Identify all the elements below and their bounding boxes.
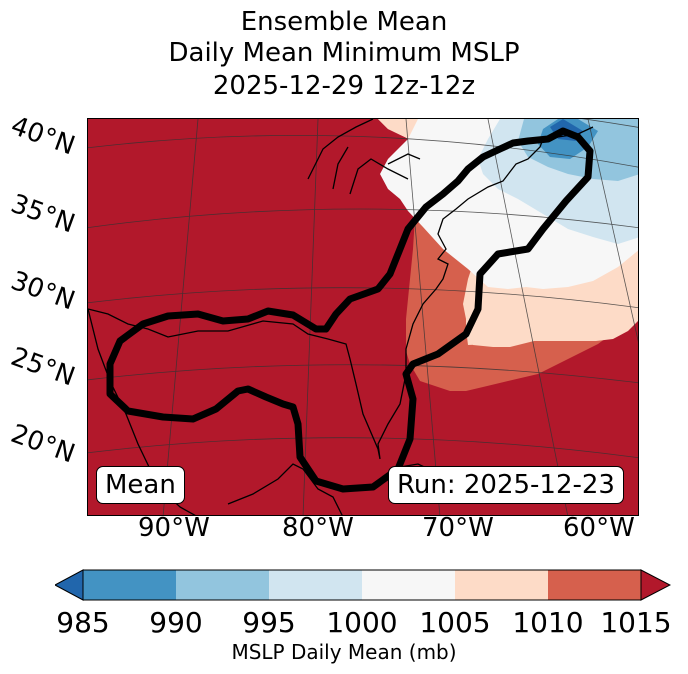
lon-label-90w: 90°W (138, 513, 210, 543)
colorbar-tick-1005: 1005 (419, 606, 491, 639)
colorbar (55, 569, 671, 601)
graticule (88, 119, 638, 515)
colorbar-extend-low (55, 569, 84, 601)
colorbar-label: MSLP Daily Mean (mb) (231, 640, 457, 664)
title-line-2: Daily Mean Minimum MSLP (168, 38, 520, 68)
colorbar-outline (82, 569, 642, 601)
colorbar-swatch-990 (176, 570, 269, 600)
title-line-1: Ensemble Mean (240, 7, 448, 37)
lon-label-80w: 80°W (282, 513, 354, 543)
mslp-map (88, 119, 638, 515)
lat-label-25: 25°N (6, 341, 79, 393)
colorbar-tick-1000: 1000 (326, 606, 398, 639)
highlight-outline (106, 127, 594, 493)
map-panel (87, 118, 639, 516)
colorbar-tick-1015: 1015 (600, 606, 672, 639)
lat-label-20: 20°N (6, 418, 79, 470)
colorbar-tick-1010: 1010 (512, 606, 584, 639)
lon-label-60w: 60°W (563, 513, 635, 543)
colorbar-swatch-985 (83, 570, 176, 600)
lon-label-70w: 70°W (422, 513, 494, 543)
colorbar-swatch-1000 (362, 570, 455, 600)
lat-label-30: 30°N (6, 265, 79, 317)
title-line-3: 2025-12-29 12z-12z (212, 71, 476, 101)
colorbar-extend-high (640, 569, 671, 601)
colorbar-swatch-1005 (455, 570, 548, 600)
colorbar-tick-990: 990 (149, 606, 203, 639)
run-date-box: Run: 2025-12-23 (388, 466, 624, 504)
mean-label-box: Mean (96, 466, 185, 504)
colorbar-tick-985: 985 (56, 606, 110, 639)
lat-label-40: 40°N (6, 110, 79, 162)
colorbar-tick-995: 995 (242, 606, 296, 639)
colorbar-swatch-995 (269, 570, 362, 600)
lat-label-35: 35°N (6, 188, 79, 240)
colorbar-swatch-1010 (548, 570, 641, 600)
